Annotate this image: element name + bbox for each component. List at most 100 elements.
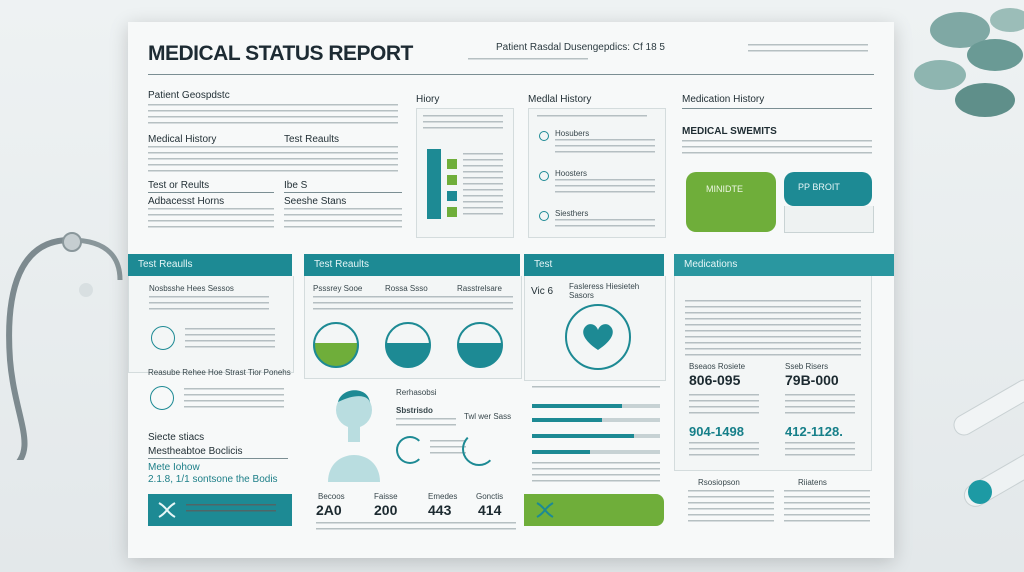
metric-value: 200 bbox=[374, 502, 398, 518]
adjacent-text bbox=[148, 208, 274, 232]
test-results-left-panel: Nosbsshe Hees Sessos bbox=[128, 276, 294, 373]
history-marker bbox=[447, 175, 457, 185]
header-right-lines bbox=[748, 44, 868, 56]
vic-label: Vic 6 bbox=[531, 286, 554, 297]
number-label: Gonctis bbox=[476, 492, 504, 501]
dna-icon bbox=[536, 502, 554, 518]
bullet-icon bbox=[539, 171, 549, 181]
number-label: Faisse bbox=[374, 492, 398, 501]
person-label: Rerhasobsi bbox=[396, 388, 437, 397]
test-results-band-2: Test Reaults bbox=[304, 254, 520, 276]
bottom-label: Rsosiopson bbox=[698, 478, 740, 487]
metric-value: 414 bbox=[478, 502, 502, 518]
med-history-title: Medlal History bbox=[528, 94, 592, 105]
ibe-label: Ibe S bbox=[284, 180, 308, 191]
bullet-icon bbox=[539, 131, 549, 141]
medical-history-label: Medical History bbox=[148, 134, 217, 145]
medication-value-teal: 412-1128. bbox=[785, 424, 843, 439]
test-row-label: Nosbsshe Hees Sessos bbox=[149, 284, 234, 293]
result-gauge-green bbox=[313, 322, 359, 368]
number-label: Becoos bbox=[318, 492, 345, 501]
test-results-label: Test Reaults bbox=[284, 134, 340, 145]
progress-bar bbox=[532, 404, 660, 408]
divider bbox=[148, 458, 288, 459]
divider bbox=[148, 192, 274, 193]
history-chart-panel bbox=[416, 108, 514, 238]
med-history-item: Hosubers bbox=[555, 129, 590, 138]
patient-header: Patient Rasdal Dusengepdics: Cf 18 5 bbox=[496, 42, 665, 53]
patient-figure-icon bbox=[328, 390, 380, 482]
col-label: Rossa Ssso bbox=[385, 284, 428, 293]
medication-text bbox=[682, 140, 872, 158]
history-marker bbox=[447, 159, 457, 169]
medications-text bbox=[685, 300, 861, 360]
metric-value: 443 bbox=[428, 502, 452, 518]
col-label: Psssrey Sooe bbox=[313, 284, 363, 293]
secondary-text bbox=[284, 208, 402, 232]
number-label: Emedes bbox=[428, 492, 458, 501]
test-top-label: Fasleress Hiesieteh Sasors bbox=[569, 282, 640, 300]
history-bar bbox=[427, 149, 441, 219]
green-pill-card: MINIDTE bbox=[686, 172, 776, 232]
test-band: Test bbox=[524, 254, 664, 276]
dna-icon bbox=[158, 502, 176, 518]
header-rule bbox=[148, 74, 874, 75]
history-marker bbox=[447, 207, 457, 217]
secondary-label: Seeshe Stans bbox=[284, 196, 347, 207]
test-panel: Vic 6 Fasleress Hiesieteh Sasors bbox=[524, 276, 666, 381]
progress-ring bbox=[396, 436, 424, 464]
test-results-footer-bar bbox=[148, 494, 292, 526]
med-history-item: Hoosters bbox=[555, 169, 588, 178]
green-pill-label: MINIDTE bbox=[706, 184, 743, 194]
med-history-panel: Hosubers Hoosters Siesthers bbox=[528, 108, 666, 238]
medication-label: Bseaos Rosiete bbox=[689, 362, 746, 371]
summary-text: 2.1.8, 1/1 sontsone the Bodis bbox=[148, 474, 278, 485]
test-footer-bar bbox=[524, 494, 664, 526]
stethoscope-icon bbox=[6, 232, 123, 460]
medications-band: Medications bbox=[674, 254, 894, 276]
result-gauge-teal-2 bbox=[457, 322, 503, 368]
progress-bar bbox=[532, 418, 660, 422]
divider bbox=[284, 192, 402, 193]
history-text bbox=[148, 146, 398, 176]
medication-value: 79B-000 bbox=[785, 372, 839, 388]
patient-demographics-label: Patient Geospdstc bbox=[148, 90, 230, 101]
gauge-icon bbox=[150, 386, 174, 410]
progress-bar bbox=[532, 450, 660, 454]
medication-value-teal: 904-1498 bbox=[689, 424, 744, 439]
metric-value: 2A0 bbox=[316, 502, 342, 518]
test-results-mid-panel: Psssrey Sooe Rossa Ssso Rasstrelsare bbox=[304, 276, 522, 379]
progress-bar bbox=[532, 434, 660, 438]
teal-pill-footer bbox=[784, 206, 874, 233]
med-history-item: Siesthers bbox=[555, 209, 589, 218]
divider bbox=[682, 108, 872, 109]
heart-icon bbox=[583, 324, 613, 350]
progress-ring bbox=[462, 432, 496, 466]
medication-history-title: Medication History bbox=[682, 94, 765, 105]
test-or-results-label: Test or Reults bbox=[148, 180, 210, 191]
header-text-lines bbox=[468, 58, 588, 64]
test-results-band: Test Reaulls bbox=[128, 254, 292, 276]
person-label: Sbstrisdo bbox=[396, 406, 433, 415]
pen-icon bbox=[953, 379, 1024, 507]
side-label: Twl wer Sass bbox=[464, 412, 512, 421]
teal-pill-card: PP BROIT bbox=[784, 172, 872, 206]
teal-pill-label: PP BROIT bbox=[798, 182, 840, 192]
make-label: Mete Iohow bbox=[148, 462, 200, 473]
patient-text bbox=[148, 104, 398, 128]
state-label: Siecte stiacs bbox=[148, 432, 205, 443]
bottom-label: Riiatens bbox=[798, 478, 827, 487]
medication-value: 806-095 bbox=[689, 372, 741, 388]
report-title: MEDICAL STATUS REPORT bbox=[148, 42, 413, 65]
medical-subtitle: MEDICAL SWEMITS bbox=[682, 126, 777, 137]
col-label: Rasstrelsare bbox=[457, 284, 502, 293]
heart-ring bbox=[565, 304, 631, 370]
adjacent-items-label: Adbacesst Horns bbox=[148, 196, 225, 207]
metastasis-label: Mestheabtoe Boclicis bbox=[148, 446, 243, 457]
bullet-icon bbox=[539, 211, 549, 221]
dial-icon bbox=[151, 326, 175, 350]
medications-panel: Bseaos Rosiete Sseb Risers 806-095 79B-0… bbox=[674, 276, 872, 471]
result-gauge-teal bbox=[385, 322, 431, 368]
test-row-label-2: Reasube Rehee Hoe Strast Tior Ponehs bbox=[148, 368, 291, 377]
history-title: Hiory bbox=[416, 94, 440, 105]
